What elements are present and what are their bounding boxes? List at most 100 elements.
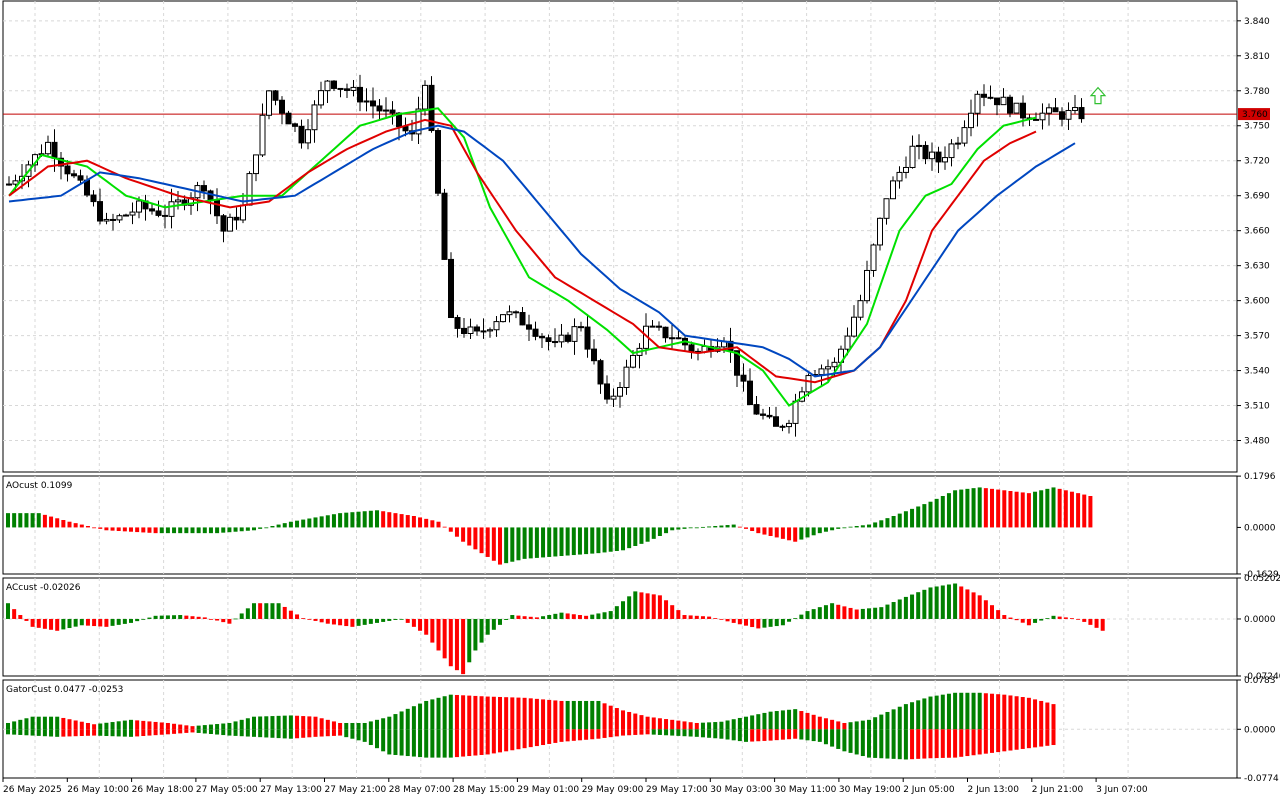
histogram-bar-lower xyxy=(1033,729,1038,748)
histogram-bar-upper xyxy=(122,720,127,730)
histogram-bar-upper xyxy=(762,712,767,730)
candle-body xyxy=(58,157,64,167)
histogram-bar xyxy=(891,602,896,619)
histogram-bar xyxy=(897,513,902,528)
histogram-bar-lower xyxy=(928,729,933,759)
histogram-bar-lower xyxy=(350,729,355,739)
histogram-bar-upper xyxy=(719,721,724,730)
histogram-bar-upper xyxy=(793,709,798,730)
histogram-bar xyxy=(737,618,742,625)
time-tick-label: 2 Jun 21:00 xyxy=(1032,785,1084,795)
candle-body xyxy=(604,383,610,400)
price-tick-label: 3.750 xyxy=(1244,122,1270,132)
histogram-bar xyxy=(12,609,17,619)
histogram-bar xyxy=(436,618,441,651)
histogram-bar xyxy=(325,618,330,624)
time-tick-label: 30 May 11:00 xyxy=(775,785,837,795)
candle-body xyxy=(363,100,370,103)
histogram-bar xyxy=(430,520,435,528)
histogram-bar xyxy=(965,488,970,528)
histogram-bar-lower xyxy=(1020,729,1025,749)
histogram-bar-lower xyxy=(664,729,669,736)
histogram-bar-lower xyxy=(1008,729,1013,751)
candle-body xyxy=(981,93,987,98)
histogram-bar-lower xyxy=(682,729,687,737)
histogram-bar xyxy=(215,618,220,621)
histogram-bar xyxy=(122,527,127,532)
histogram-bar xyxy=(141,527,146,533)
histogram-bar xyxy=(793,527,798,542)
current-price-badge xyxy=(1238,108,1270,121)
histogram-bar xyxy=(196,616,201,619)
histogram-bar-upper xyxy=(98,723,103,730)
histogram-bar xyxy=(61,520,66,528)
histogram-bar-lower xyxy=(940,729,945,758)
histogram-bar xyxy=(559,612,564,619)
candle-body xyxy=(383,109,389,112)
indicator-label: GatorCust 0.0477 -0.0253 xyxy=(6,685,123,695)
histogram-bar xyxy=(805,611,810,619)
histogram-bar-upper xyxy=(30,716,35,730)
histogram-bar xyxy=(135,527,140,533)
histogram-bar xyxy=(344,512,349,528)
histogram-bar-lower xyxy=(750,729,755,742)
histogram-bar xyxy=(608,611,613,619)
histogram-bar xyxy=(473,527,478,550)
histogram-bar xyxy=(946,584,951,619)
histogram-bar-lower xyxy=(768,729,773,741)
histogram-bar xyxy=(750,618,755,628)
histogram-bar-upper xyxy=(639,715,644,730)
histogram-bar-lower xyxy=(387,729,392,755)
histogram-bar xyxy=(664,600,669,619)
histogram-bar-upper xyxy=(344,722,349,730)
histogram-bar xyxy=(602,527,607,553)
candle-body xyxy=(175,199,181,203)
histogram-bar-upper xyxy=(399,711,404,730)
candle-body xyxy=(448,258,454,319)
histogram-bar xyxy=(18,615,23,619)
histogram-bar xyxy=(252,527,256,531)
histogram-bar-lower xyxy=(42,729,47,737)
histogram-bar xyxy=(55,518,60,528)
histogram-bar-lower xyxy=(836,729,841,749)
histogram-bar-upper xyxy=(805,712,810,730)
histogram-bar-lower xyxy=(811,729,816,742)
histogram-bar xyxy=(577,615,582,619)
histogram-bar xyxy=(270,526,275,528)
time-tick-label: 27 May 21:00 xyxy=(325,785,387,795)
histogram-bar-upper xyxy=(651,717,656,730)
time-tick-label: 29 May 17:00 xyxy=(646,785,708,795)
histogram-bar xyxy=(73,618,78,627)
histogram-bar xyxy=(516,527,521,561)
histogram-bar-upper xyxy=(596,700,601,730)
histogram-bar-lower xyxy=(897,729,902,760)
histogram-bar xyxy=(891,516,896,528)
histogram-bar-lower xyxy=(424,729,429,758)
histogram-bar-upper xyxy=(491,696,496,730)
price-tick-label: 3.810 xyxy=(1244,52,1270,62)
histogram-bar xyxy=(922,589,927,619)
candle-body xyxy=(331,80,337,89)
histogram-bar xyxy=(860,525,865,528)
histogram-bar xyxy=(153,527,158,534)
histogram-bar-upper xyxy=(959,692,964,730)
histogram-bar-lower xyxy=(977,729,982,755)
candle-body xyxy=(851,316,857,337)
candle-body xyxy=(162,214,168,217)
candle-body xyxy=(591,348,597,362)
histogram-bar xyxy=(633,527,638,546)
histogram-bar-upper xyxy=(245,718,250,730)
histogram-bar xyxy=(116,527,121,531)
histogram-bar xyxy=(756,618,761,629)
histogram-bar-lower xyxy=(85,729,90,736)
histogram-bar-lower xyxy=(510,729,515,751)
histogram-bar xyxy=(1076,493,1081,528)
histogram-bar-upper xyxy=(516,697,521,730)
time-tick-label: 27 May 13:00 xyxy=(260,785,322,795)
histogram-bar-lower xyxy=(639,729,644,735)
histogram-bar-lower xyxy=(239,729,244,737)
histogram-bar-upper xyxy=(842,722,847,730)
histogram-bar xyxy=(92,618,97,627)
histogram-bar-lower xyxy=(787,729,792,740)
